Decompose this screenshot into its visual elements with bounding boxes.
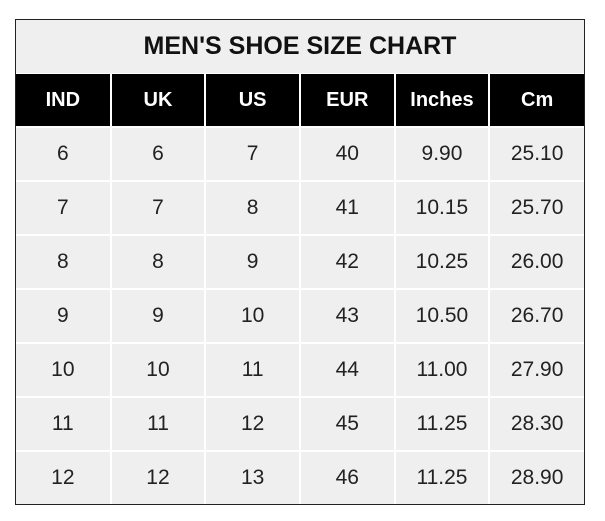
table-row: 7 7 8 41 10.15 25.70 (16, 180, 584, 235)
cell-us: 9 (204, 234, 300, 289)
cell-cm: 28.90 (488, 450, 584, 504)
cell-us: 11 (204, 342, 300, 397)
size-chart: MEN'S SHOE SIZE CHART IND UK US EUR Inches Cm… (15, 19, 585, 505)
column-header-ind: IND (16, 74, 111, 127)
cell-us: 7 (204, 126, 300, 181)
cell-eur: 40 (298, 126, 395, 181)
cell-us: 12 (204, 396, 300, 451)
cell-ind: 8 (16, 234, 111, 289)
table-row: 9 9 10 43 10.50 26.70 (16, 288, 584, 343)
cell-ind: 7 (16, 180, 111, 235)
cell-ind: 6 (16, 126, 111, 181)
cell-inches: 10.15 (393, 180, 490, 235)
table-row: 8 8 9 42 10.25 26.00 (16, 234, 584, 289)
cell-ind: 10 (16, 342, 111, 397)
cell-inches: 11.00 (393, 342, 490, 397)
cell-inches: 11.25 (393, 450, 490, 504)
cell-inches: 10.50 (393, 288, 490, 343)
column-header-eur: EUR (298, 74, 395, 127)
column-header-inches: Inches (393, 74, 490, 127)
cell-ind: 11 (16, 396, 111, 451)
cell-uk: 7 (109, 180, 206, 235)
cell-cm: 28.30 (488, 396, 584, 451)
cell-uk: 8 (109, 234, 206, 289)
cell-uk: 11 (109, 396, 206, 451)
cell-uk: 12 (109, 450, 206, 504)
cell-us: 13 (204, 450, 300, 504)
cell-eur: 45 (298, 396, 395, 451)
cell-eur: 46 (298, 450, 395, 504)
cell-uk: 6 (109, 126, 206, 181)
cell-cm: 26.00 (488, 234, 584, 289)
cell-eur: 41 (298, 180, 395, 235)
cell-us: 8 (204, 180, 300, 235)
cell-inches: 11.25 (393, 396, 490, 451)
cell-eur: 44 (298, 342, 395, 397)
table-row: 11 11 12 45 11.25 28.30 (16, 396, 584, 451)
chart-title: MEN'S SHOE SIZE CHART (16, 20, 584, 74)
cell-eur: 43 (298, 288, 395, 343)
cell-uk: 10 (109, 342, 206, 397)
column-header-cm: Cm (488, 74, 584, 127)
cell-inches: 9.90 (393, 126, 490, 181)
cell-cm: 27.90 (488, 342, 584, 397)
table-row: 6 6 7 40 9.90 25.10 (16, 126, 584, 181)
cell-cm: 25.70 (488, 180, 584, 235)
cell-ind: 12 (16, 450, 111, 504)
cell-inches: 10.25 (393, 234, 490, 289)
header-row: IND UK US EUR Inches Cm (16, 74, 584, 127)
cell-uk: 9 (109, 288, 206, 343)
cell-eur: 42 (298, 234, 395, 289)
table-row: 12 12 13 46 11.25 28.90 (16, 450, 584, 504)
cell-cm: 26.70 (488, 288, 584, 343)
size-table: IND UK US EUR Inches Cm 6 6 7 40 9.90 25.10 7 7 8 41 10… (16, 74, 584, 504)
column-header-uk: UK (109, 74, 206, 127)
cell-cm: 25.10 (488, 126, 584, 181)
cell-ind: 9 (16, 288, 111, 343)
table-row: 10 10 11 44 11.00 27.90 (16, 342, 584, 397)
column-header-us: US (204, 74, 300, 127)
cell-us: 10 (204, 288, 300, 343)
